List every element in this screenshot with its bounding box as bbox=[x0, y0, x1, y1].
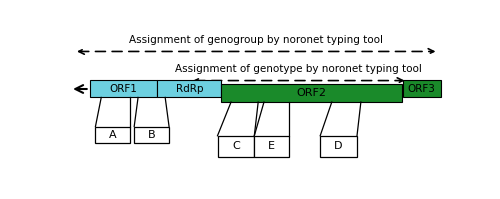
Bar bbox=[134, 127, 169, 143]
Bar bbox=[96, 127, 130, 143]
Text: ORF2: ORF2 bbox=[296, 88, 326, 98]
Text: Assignment of genotype by noronet typing tool: Assignment of genotype by noronet typing… bbox=[176, 64, 422, 74]
Text: ORF1: ORF1 bbox=[110, 84, 138, 94]
Bar bbox=[222, 84, 402, 102]
Bar bbox=[90, 80, 158, 98]
Polygon shape bbox=[320, 102, 361, 136]
Polygon shape bbox=[134, 98, 169, 127]
Bar bbox=[254, 136, 289, 157]
Bar bbox=[402, 80, 440, 98]
Polygon shape bbox=[254, 102, 289, 136]
Text: C: C bbox=[232, 141, 240, 151]
Bar bbox=[320, 136, 357, 157]
Text: A: A bbox=[109, 130, 116, 140]
Text: Assignment of genogroup by noronet typing tool: Assignment of genogroup by noronet typin… bbox=[129, 35, 384, 45]
Text: E: E bbox=[268, 141, 275, 151]
Bar bbox=[158, 80, 222, 98]
Polygon shape bbox=[96, 98, 130, 127]
Text: B: B bbox=[148, 130, 156, 140]
Text: D: D bbox=[334, 141, 343, 151]
Text: ORF3: ORF3 bbox=[408, 84, 436, 94]
Text: RdRp: RdRp bbox=[176, 84, 203, 94]
Bar bbox=[218, 136, 254, 157]
Polygon shape bbox=[218, 102, 258, 136]
